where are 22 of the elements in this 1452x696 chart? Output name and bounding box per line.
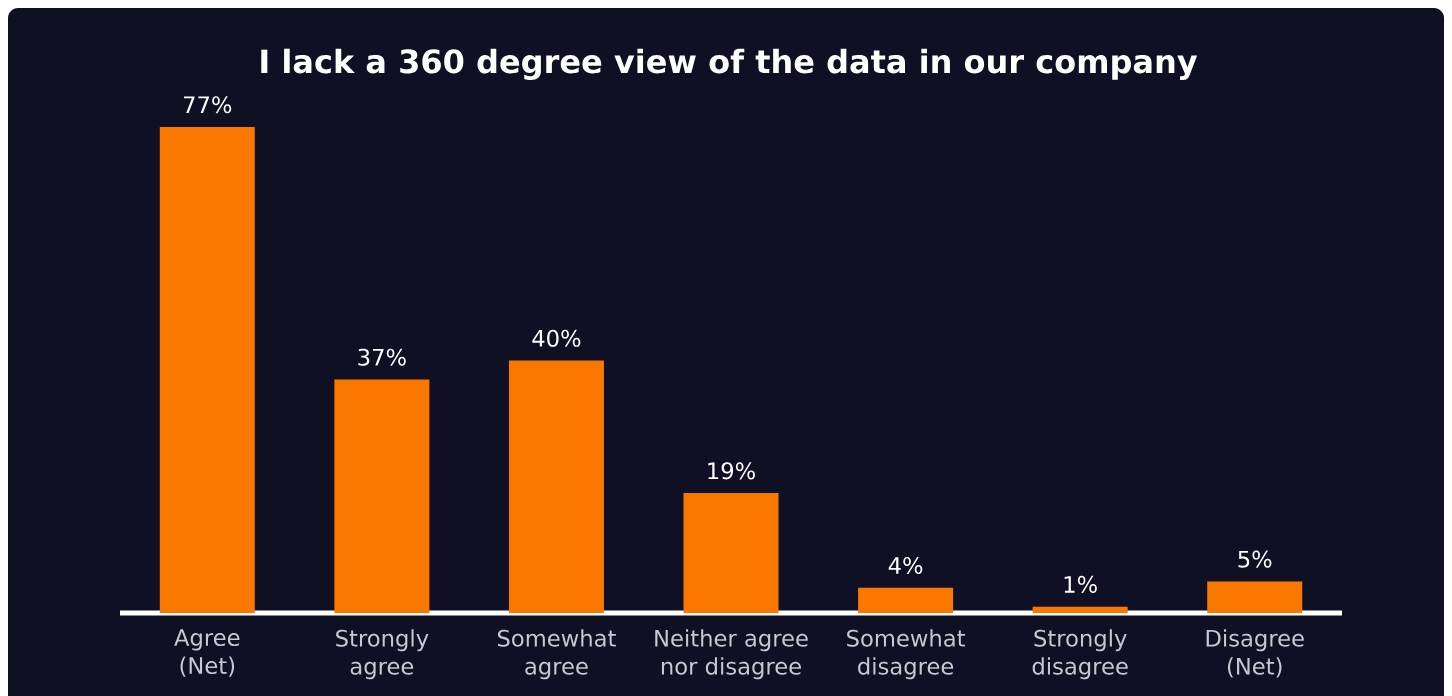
x-tick-label: Strongly disagree bbox=[1032, 629, 1128, 680]
data-label: 40% bbox=[532, 329, 581, 347]
bar bbox=[334, 379, 430, 613]
bar bbox=[1207, 581, 1303, 613]
bar bbox=[858, 587, 954, 613]
chart-title: I lack a 360 degree view of the data in our company bbox=[261, 48, 1198, 80]
data-label: 77% bbox=[183, 96, 232, 114]
x-tick-label: Disagree (Net) bbox=[1206, 629, 1304, 678]
x-tick-label: Neither agree nor disagree bbox=[655, 629, 808, 680]
bar bbox=[1032, 606, 1128, 613]
data-label: 37% bbox=[358, 348, 406, 366]
x-tick-label: Strongly agree bbox=[336, 629, 429, 680]
x-tick-label: Agree (Net) bbox=[174, 629, 240, 677]
data-label: 5% bbox=[1238, 550, 1272, 568]
x-tick-label: Somewhat disagree bbox=[847, 629, 966, 680]
bar bbox=[159, 127, 255, 613]
data-label: 4% bbox=[888, 556, 923, 575]
bar bbox=[508, 360, 604, 613]
data-label: 1% bbox=[1064, 575, 1097, 593]
bar bbox=[683, 493, 779, 613]
x-tick-label: Somewhat agree bbox=[497, 629, 616, 680]
data-label: 19% bbox=[708, 462, 755, 480]
